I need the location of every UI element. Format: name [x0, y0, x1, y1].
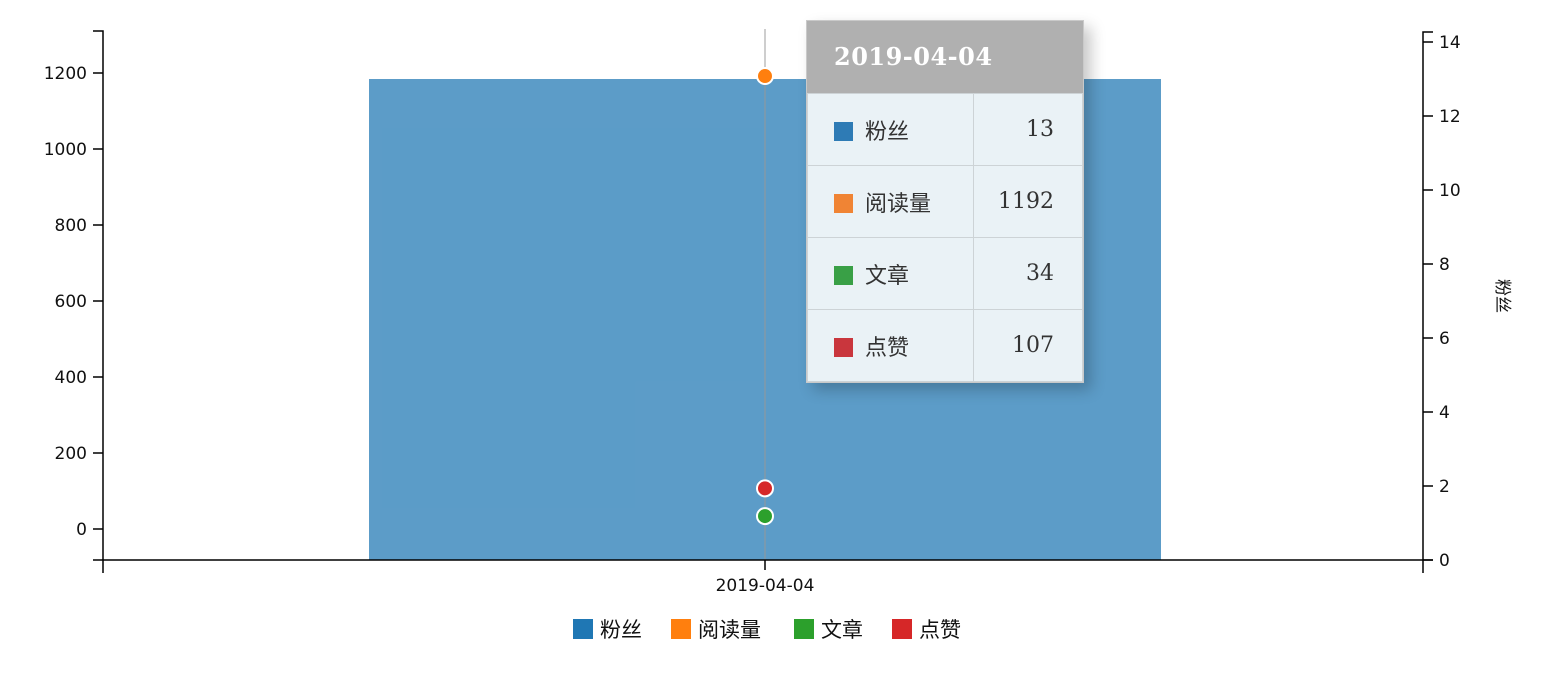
legend-item[interactable]: 粉丝 [573, 618, 642, 642]
legend-item[interactable]: 阅读量 [671, 618, 761, 642]
tooltip-row: 点赞 107 [807, 309, 1083, 382]
right-tick-label: 8 [1439, 255, 1450, 275]
left-tick-label: 1000 [44, 140, 87, 160]
tooltip-value: 34 [973, 237, 1083, 310]
point-文章[interactable] [756, 507, 774, 526]
legend-label: 阅读量 [698, 618, 761, 642]
legend-swatch-icon [892, 619, 912, 639]
tooltip-value: 107 [973, 309, 1083, 382]
tooltip-value: 13 [973, 93, 1083, 166]
right-axis-title: 粉丝 [1492, 279, 1512, 313]
left-tick-label: 200 [55, 444, 87, 464]
point-阅读量[interactable] [756, 67, 774, 86]
tooltip-value: 1192 [973, 165, 1083, 238]
right-tick-label: 4 [1439, 403, 1450, 423]
left-tick-label: 400 [55, 368, 87, 388]
tooltip-row: 文章 34 [807, 237, 1083, 310]
tooltip: 2019-04-04 粉丝 13 阅读量 1192 文章 34 点赞 107 [806, 20, 1084, 383]
legend-item[interactable]: 文章 [794, 618, 863, 642]
tooltip-row: 粉丝 13 [807, 93, 1083, 166]
left-tick-label: 800 [55, 216, 87, 236]
tooltip-series-name: 文章 [865, 263, 910, 289]
left-tick-label: 1200 [44, 64, 87, 84]
tooltip-series-name: 点赞 [865, 335, 910, 361]
x-axis: 2019-04-04 [102, 559, 1424, 596]
series-swatch-icon [834, 265, 853, 285]
right-tick-label: 2 [1439, 477, 1450, 497]
legend-label: 粉丝 [600, 618, 642, 642]
left-y-axis: 0 200 400 600 800 1000 1200 [44, 30, 104, 561]
points-layer [756, 67, 774, 526]
legend-label: 点赞 [919, 618, 961, 642]
tooltip-title: 2019-04-04 [807, 21, 1083, 93]
series-swatch-icon [834, 337, 853, 357]
point-点赞[interactable] [756, 479, 774, 498]
right-tick-label: 10 [1439, 181, 1461, 201]
right-y-axis: 0 2 4 6 8 10 12 14 [1422, 31, 1461, 571]
legend-item[interactable]: 点赞 [892, 618, 961, 642]
legend-label: 文章 [821, 618, 863, 642]
tooltip-series-name: 粉丝 [865, 119, 910, 145]
right-tick-label: 12 [1439, 107, 1461, 127]
left-tick-label: 0 [76, 520, 87, 540]
legend: 粉丝 阅读量 文章 点赞 [573, 618, 961, 642]
legend-swatch-icon [671, 619, 691, 639]
legend-swatch-icon [794, 619, 814, 639]
right-tick-label: 0 [1439, 551, 1450, 571]
tooltip-row: 阅读量 1192 [807, 165, 1083, 238]
series-swatch-icon [834, 193, 853, 213]
tooltip-table: 粉丝 13 阅读量 1192 文章 34 点赞 107 [807, 93, 1083, 382]
right-tick-label: 6 [1439, 329, 1450, 349]
right-tick-label: 14 [1439, 33, 1461, 53]
left-tick-label: 600 [55, 292, 87, 312]
legend-swatch-icon [573, 619, 593, 639]
x-tick-label: 2019-04-04 [716, 576, 815, 596]
series-swatch-icon [834, 121, 853, 141]
tooltip-series-name: 阅读量 [865, 191, 932, 217]
